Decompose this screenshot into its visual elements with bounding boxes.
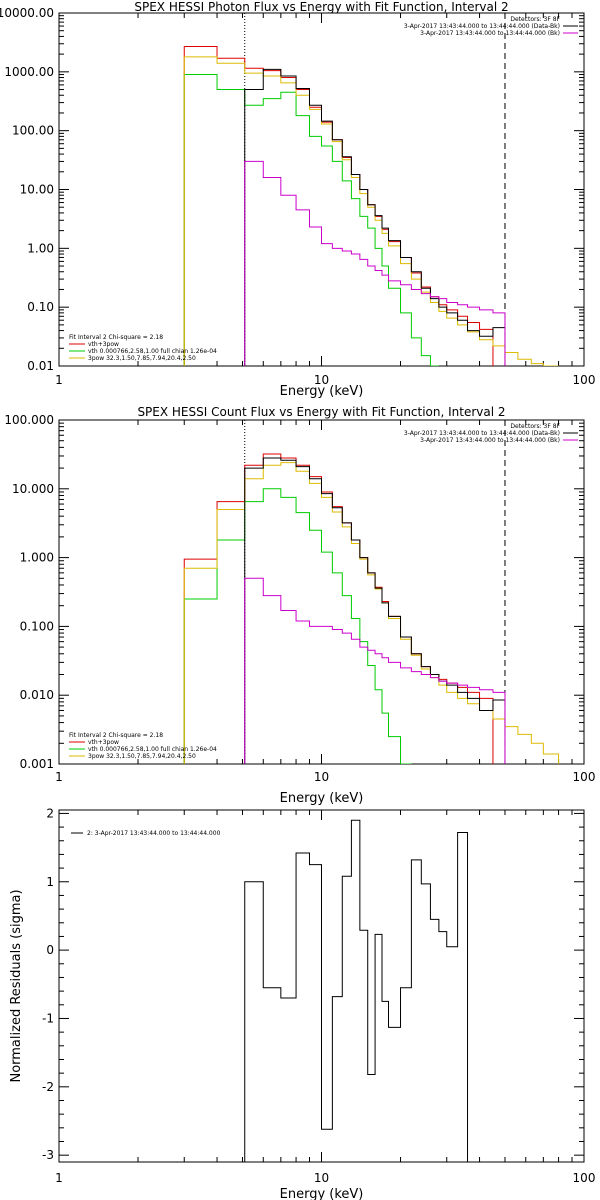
series-group <box>183 453 560 764</box>
y-tick-label: 0.001 <box>20 757 54 771</box>
series-vth <box>183 488 412 764</box>
legend-top-right: Detectors: 3F 8F3-Apr-2017 13:43:44.000 … <box>404 423 578 444</box>
series-residuals <box>244 819 469 1162</box>
y-tick-label: -3 <box>42 1148 54 1162</box>
y-tick-label: 1.00 <box>27 241 54 255</box>
legend-entry: vth 0.000766,2.58,1.00 full chian 1.26e-… <box>88 348 217 355</box>
y-axis-ticks: 0.01 0.10 1.00 10.00 100.00 1000.00 10000.00 <box>0 6 584 373</box>
series-3pow <box>183 56 559 366</box>
panel-3: 1 10 100 -3 -2 -1 0 1 2 Energy (keV) Normalized Re… <box>9 806 595 1200</box>
y-axis-ticks: -3 -2 -1 0 1 2 <box>42 806 584 1162</box>
x-axis-ticks: 1 10 100 <box>55 810 595 1185</box>
x-tick-label: 1 <box>55 770 63 784</box>
legend-entry: vth 0.000766,2.58,1.00 full chian 1.26e-… <box>88 746 217 753</box>
series-bk <box>244 577 506 764</box>
series-3pow <box>183 462 560 764</box>
legend-entry: 3-Apr-2017 13:43:44.000 to 13:44:44.000 … <box>420 30 560 37</box>
x-tick-label: 10 <box>314 1171 329 1185</box>
legend-entry: Fit Interval 2 Chi-square = 2.18 <box>69 732 163 739</box>
series-data-bk <box>244 68 506 366</box>
x-tick-label: 1 <box>55 373 63 387</box>
legend-bottom-left: Fit Interval 2 Chi-square = 2.18vth+3pow… <box>69 334 217 362</box>
y-tick-label: 100.00 <box>12 124 54 138</box>
y-tick-label: 0.010 <box>20 688 54 702</box>
legend-bottom-left: Fit Interval 2 Chi-square = 2.18vth+3pow… <box>69 732 217 760</box>
series-vth <box>183 74 439 366</box>
legend-entry: 3pow 32.3,1.50,7.85,7.94,20.4,2.50 <box>88 355 196 362</box>
x-tick-label: 10 <box>314 373 329 387</box>
y-tick-label: 10000.00 <box>0 6 54 20</box>
x-tick-label: 100 <box>573 373 596 387</box>
series-data-bk <box>244 457 506 764</box>
y-tick-label: 2 <box>46 806 54 820</box>
legend-entry: Detectors: 3F 8F <box>510 423 560 430</box>
x-tick-label: 100 <box>573 770 596 784</box>
legend-entry: 3-Apr-2017 13:43:44.000 to 13:44:44.000 … <box>404 430 560 437</box>
legend-top-left: 2: 3-Apr-2017 13:43:44.000 to 13:44:44.0… <box>71 830 221 837</box>
x-tick-label: 10 <box>314 770 329 784</box>
x-axis-ticks: 1 10 100 <box>55 13 595 387</box>
series-group <box>244 819 469 1162</box>
x-axis-ticks: 1 10 100 <box>55 420 595 784</box>
series-vth-3pow <box>183 453 494 764</box>
x-tick-label: 1 <box>55 1171 63 1185</box>
panel-2: SPEX HESSI Count Flux vs Energy with Fit… <box>4 405 595 806</box>
legend-entry: 3-Apr-2017 13:43:44.000 to 13:44:44.000 … <box>420 437 560 444</box>
chart-title: SPEX HESSI Photon Flux vs Energy with Fi… <box>134 0 508 14</box>
series-group <box>183 45 559 366</box>
x-tick-label: 100 <box>573 1171 596 1185</box>
legend-top-right: Detectors: 3F 8F3-Apr-2017 13:43:44.000 … <box>404 16 578 37</box>
y-tick-label: 0.100 <box>20 619 54 633</box>
y-tick-label: 0.10 <box>27 300 54 314</box>
y-tick-label: 0.01 <box>27 359 54 373</box>
y-tick-label: 0 <box>46 943 54 957</box>
y-axis-label: Normalized Residuals (sigma) <box>9 889 24 1082</box>
y-tick-label: 1000.00 <box>4 65 54 79</box>
y-tick-label: 100.000 <box>4 413 54 427</box>
legend-entry: 3pow 32.3,1.50,7.85,7.94,20.4,2.50 <box>88 753 196 760</box>
x-axis-label: Energy (keV) <box>280 1187 364 1200</box>
x-axis-label: Energy (keV) <box>280 791 364 806</box>
y-axis-ticks: 0.001 0.010 0.100 1.000 10.000 100.000 <box>4 413 584 771</box>
x-axis-label: Energy (keV) <box>280 384 364 399</box>
legend-entry: vth+3pow <box>88 739 119 746</box>
legend-entry: vth+3pow <box>88 341 119 348</box>
legend-entry: 2: 3-Apr-2017 13:43:44.000 to 13:44:44.0… <box>87 830 221 837</box>
chart-title: SPEX HESSI Count Flux vs Energy with Fit… <box>137 405 505 419</box>
panel-1: SPEX HESSI Photon Flux vs Energy with Fi… <box>0 0 595 399</box>
legend-entry: Fit Interval 2 Chi-square = 2.18 <box>69 334 163 341</box>
y-tick-label: -2 <box>42 1080 54 1094</box>
series-bk <box>244 160 506 366</box>
y-tick-label: -1 <box>42 1011 54 1025</box>
y-tick-label: 10.00 <box>20 183 54 197</box>
y-tick-label: 1 <box>46 875 54 889</box>
legend-entry: Detectors: 3F 8F <box>510 16 560 23</box>
legend-entry: 3-Apr-2017 13:43:44.000 to 13:44:44.000 … <box>404 23 560 30</box>
y-tick-label: 1.000 <box>20 551 54 565</box>
y-tick-label: 10.000 <box>12 482 54 496</box>
